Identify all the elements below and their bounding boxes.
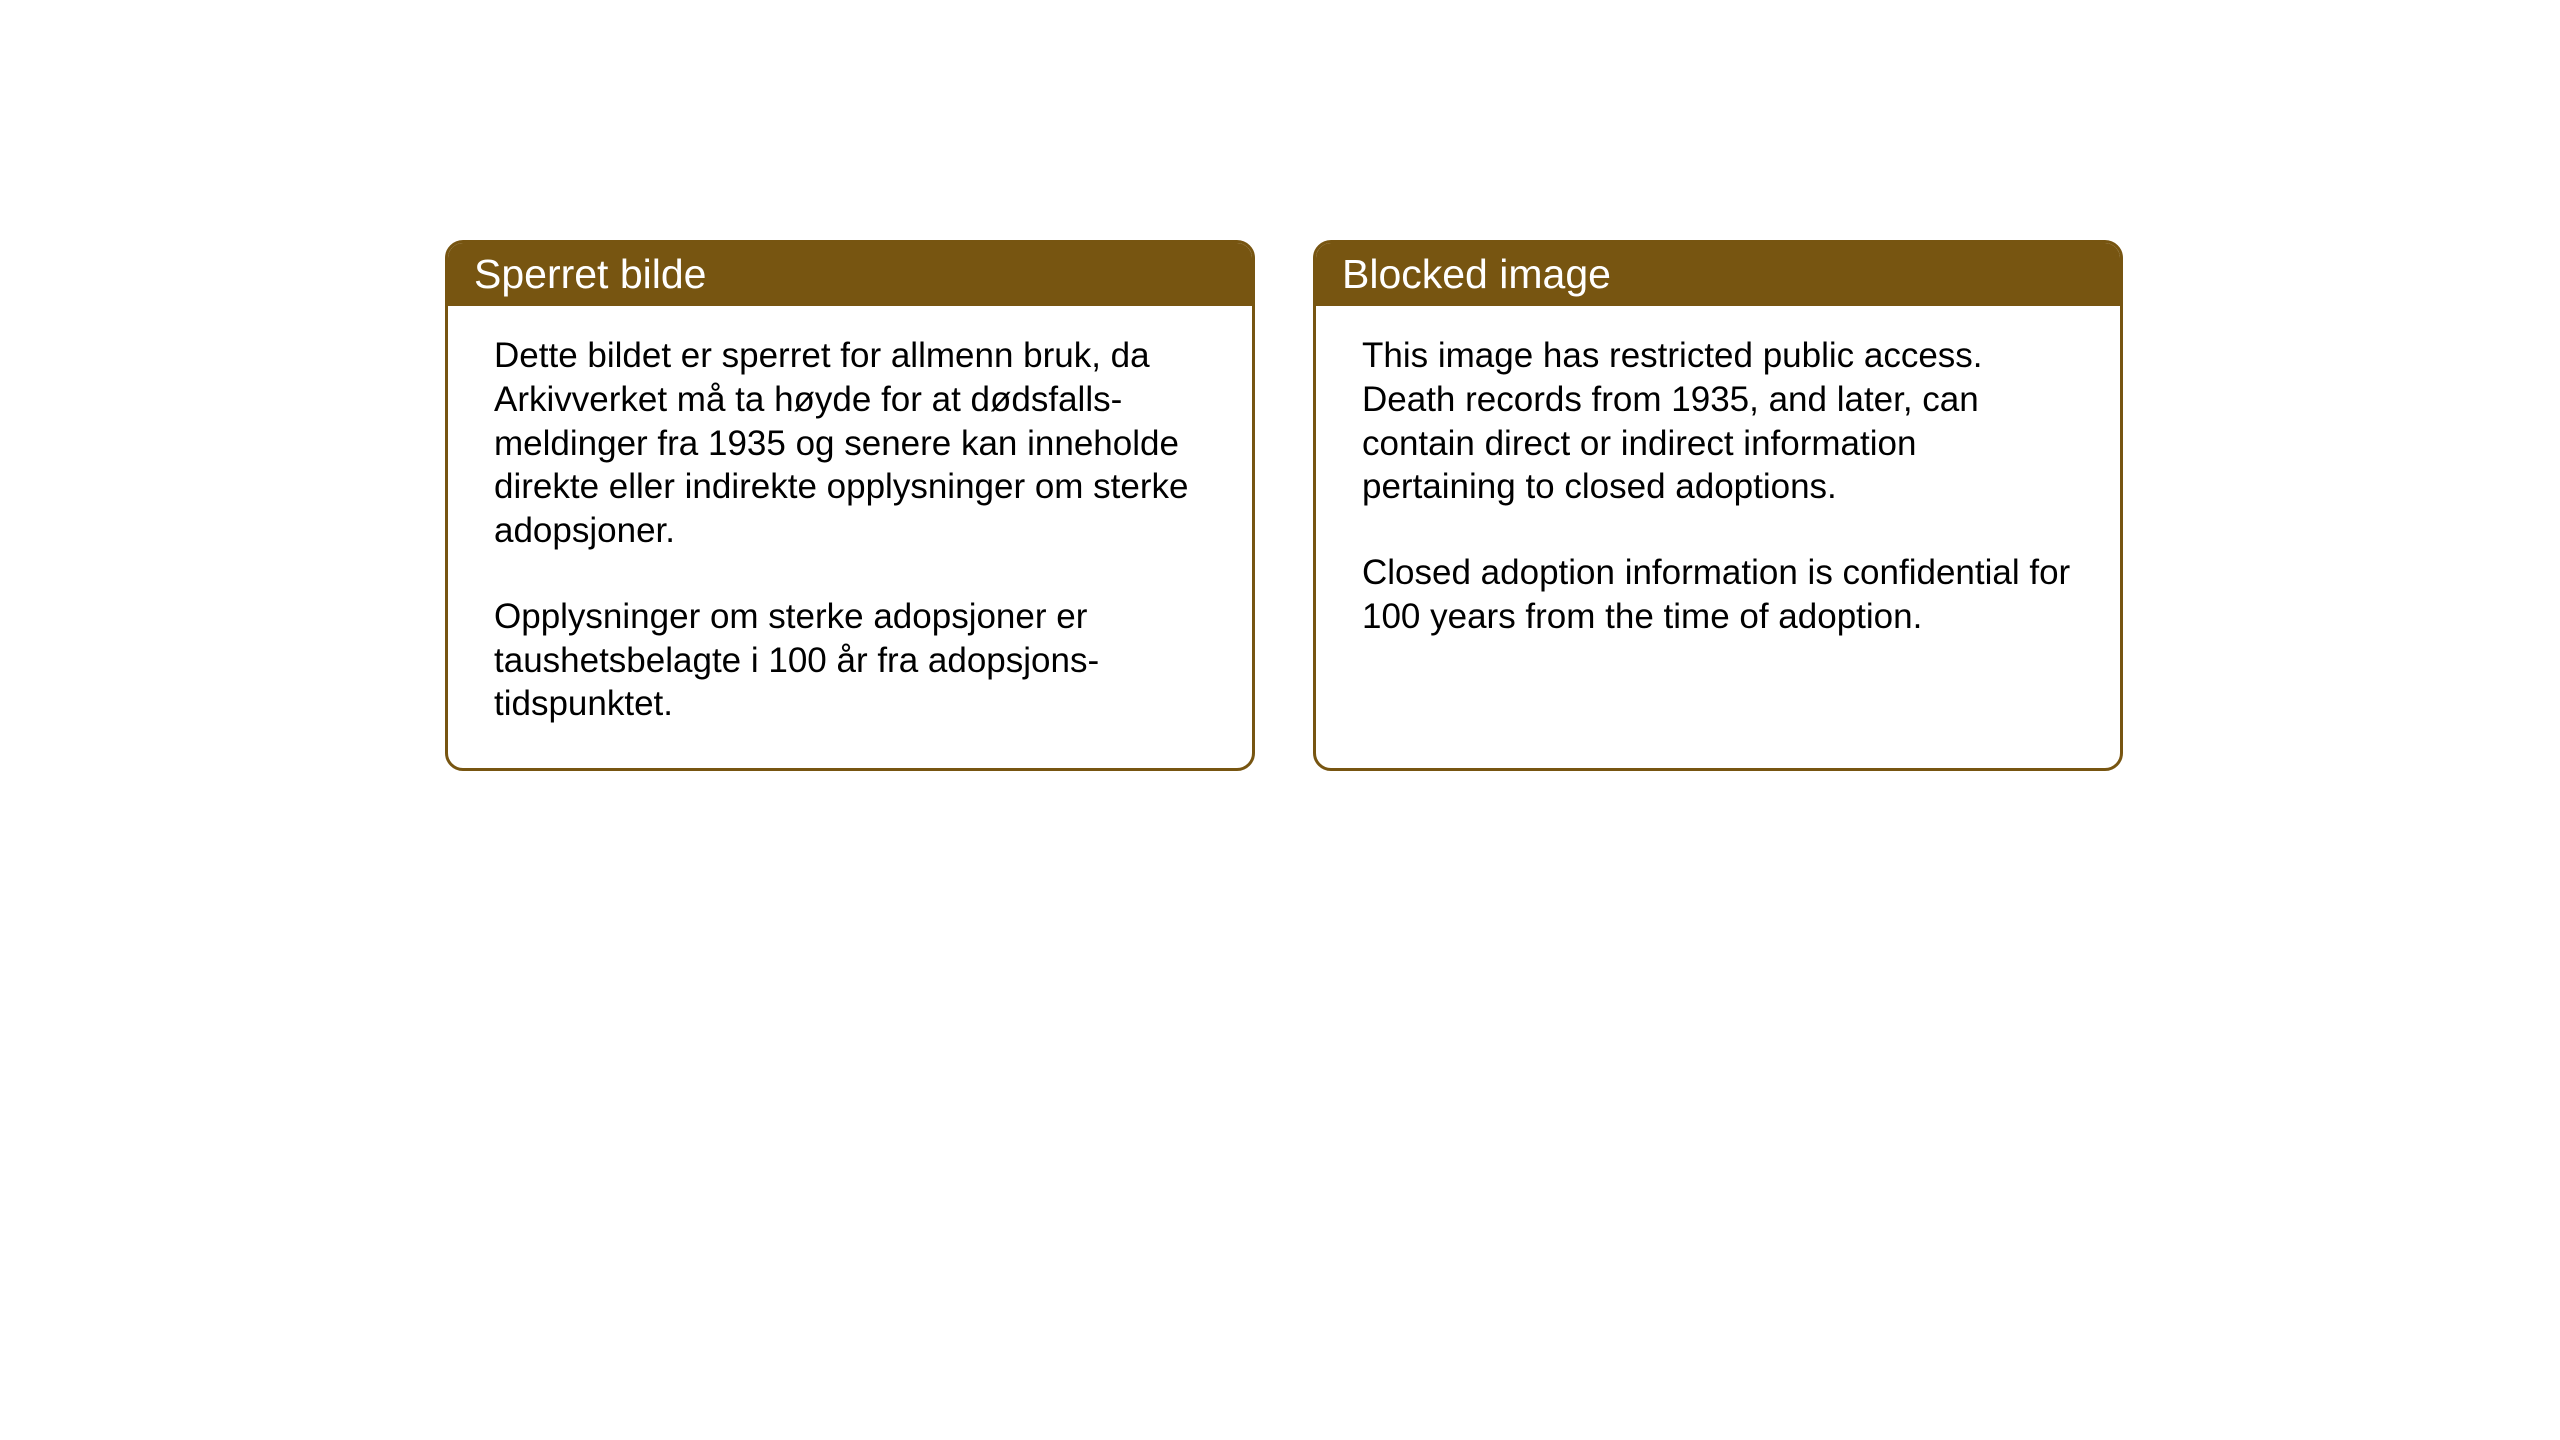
cards-container: Sperret bilde Dette bildet er sperret fo… — [445, 240, 2123, 771]
english-paragraph-1: This image has restricted public access.… — [1362, 334, 2074, 509]
english-card-body: This image has restricted public access.… — [1316, 306, 2120, 759]
english-card: Blocked image This image has restricted … — [1313, 240, 2123, 771]
norwegian-card: Sperret bilde Dette bildet er sperret fo… — [445, 240, 1255, 771]
norwegian-paragraph-1: Dette bildet er sperret for allmenn bruk… — [494, 334, 1206, 553]
english-card-title: Blocked image — [1316, 243, 2120, 306]
norwegian-card-title: Sperret bilde — [448, 243, 1252, 306]
english-paragraph-2: Closed adoption information is confident… — [1362, 551, 2074, 639]
norwegian-card-body: Dette bildet er sperret for allmenn bruk… — [448, 306, 1252, 768]
norwegian-paragraph-2: Opplysninger om sterke adopsjoner er tau… — [494, 595, 1206, 726]
